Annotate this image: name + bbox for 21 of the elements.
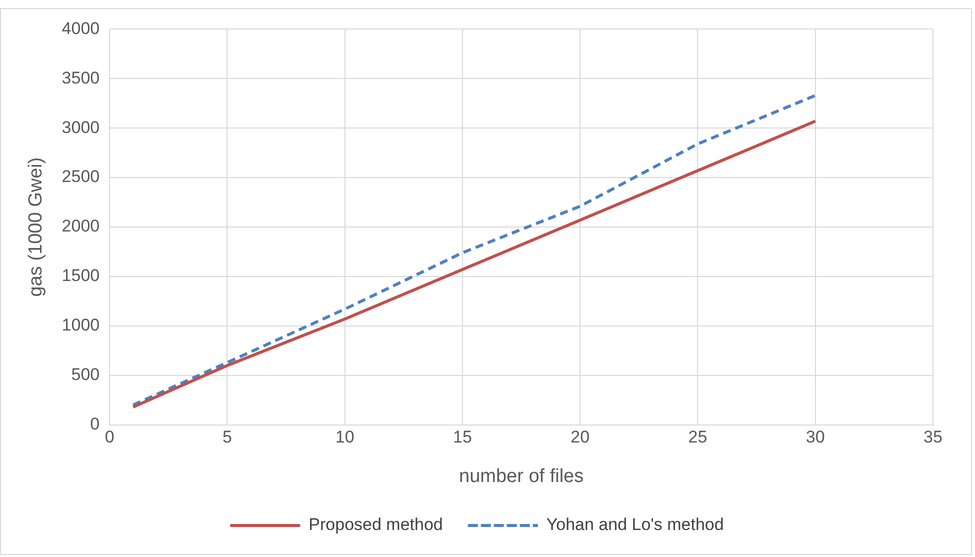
x-tick-label: 35 [924,428,942,447]
x-tick-label: 30 [806,428,825,447]
y-tick-label: 3000 [62,118,100,137]
legend-label: Proposed method [308,515,443,534]
y-tick-label: 3500 [62,68,100,88]
y-tick-label: 1500 [62,266,100,286]
legend-label: Yohan and Lo's method [546,515,724,534]
x-axis-title: number of files [458,466,584,487]
x-tick-label: 20 [570,428,590,447]
x-tick-label: 10 [335,428,354,447]
x-tick-label: 0 [104,428,114,447]
y-tick-label: 500 [71,365,100,384]
x-tick-label: 5 [222,428,232,447]
y-tick-label: 2500 [62,167,100,186]
y-axis-title: gas (1000 Gwei) [26,157,47,297]
x-tick-label: 25 [688,428,708,447]
x-tick-label: 15 [453,428,472,447]
y-tick-label: 1000 [62,316,100,335]
y-tick-label: 0 [90,414,100,434]
y-tick-label: 4000 [62,18,100,38]
y-tick-label: 2000 [62,216,100,236]
